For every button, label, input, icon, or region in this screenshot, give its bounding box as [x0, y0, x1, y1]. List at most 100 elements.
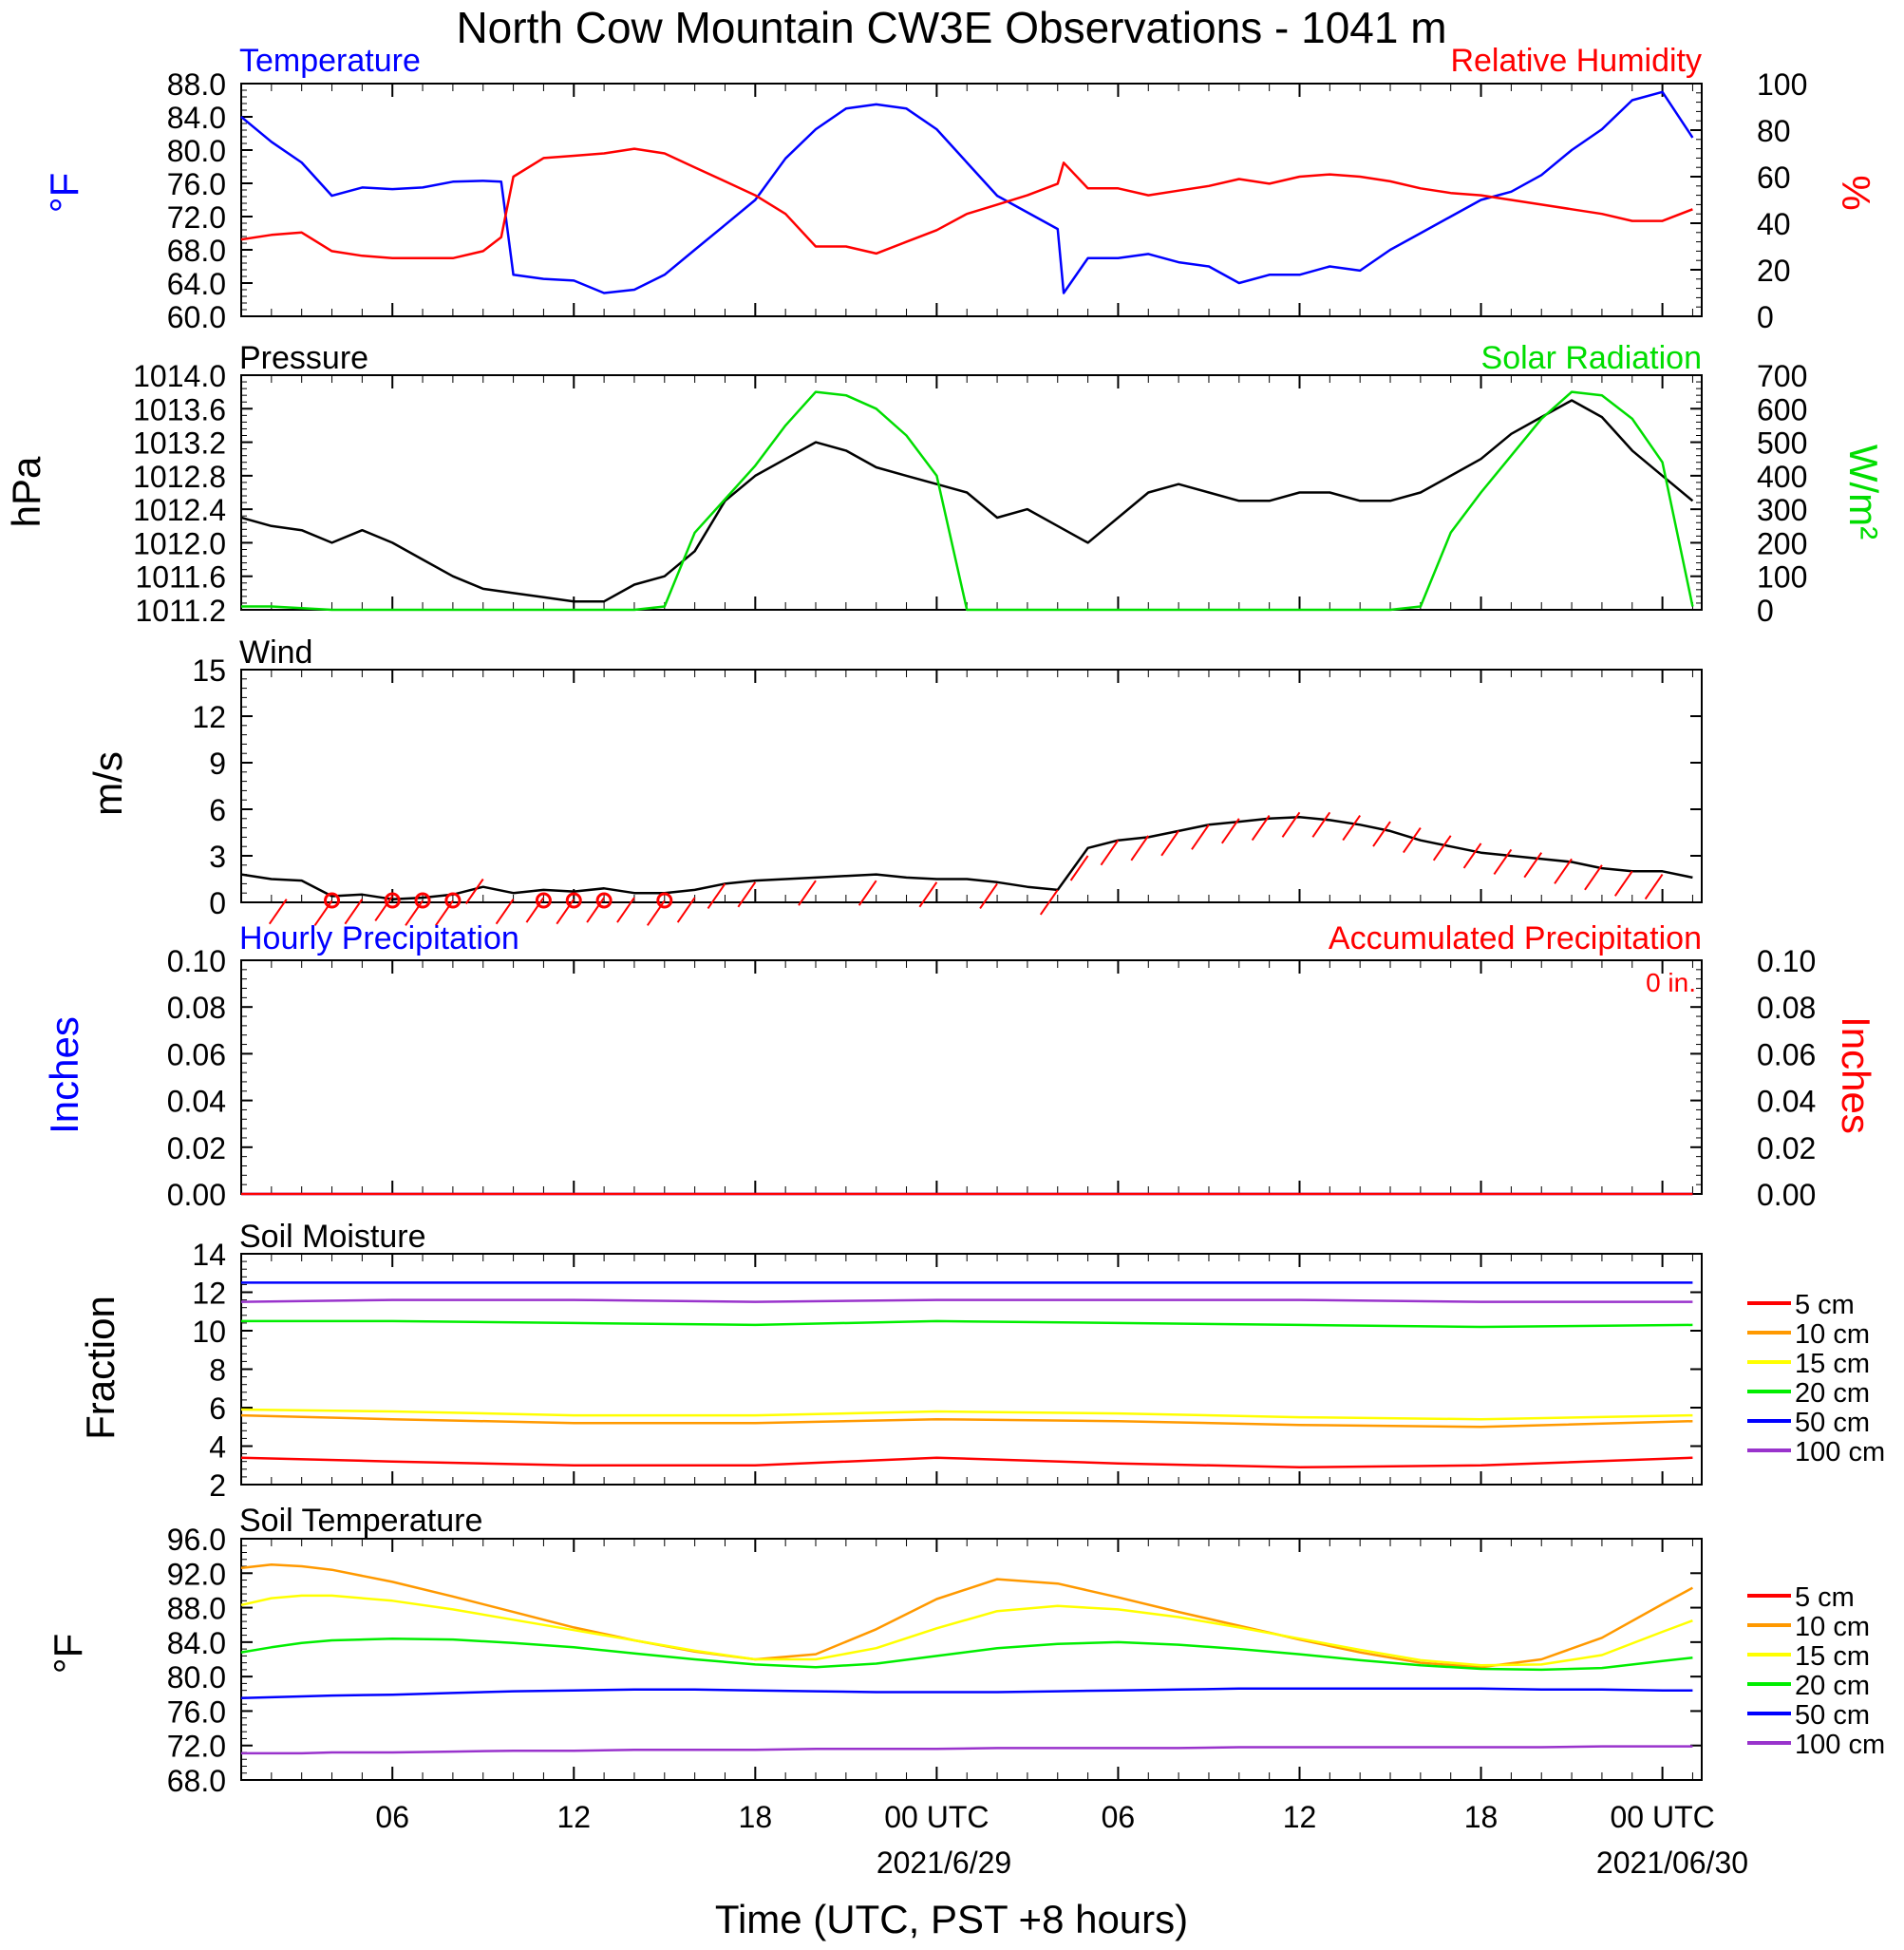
calm-wind-marker	[595, 892, 613, 909]
series-line-10-cm	[240, 1413, 1693, 1429]
y-tick-label: 76.0	[167, 1694, 226, 1729]
humidity-title: Relative Humidity	[1450, 43, 1702, 79]
y-tick-label: 1011.2	[136, 594, 227, 628]
calm-wind-marker	[324, 892, 341, 909]
hourly-precip-ylabel: Inches	[42, 1016, 86, 1134]
plot-frame	[240, 669, 1703, 903]
series-line-10-cm	[240, 1562, 1693, 1669]
y-tick-label: 88.0	[167, 1592, 226, 1626]
calm-wind-marker	[414, 892, 431, 909]
temperature-plot	[240, 90, 1694, 294]
y-right-tick-label: 200	[1757, 526, 1807, 560]
y-right-tick-label: 0.08	[1757, 991, 1816, 1025]
calm-wind-marker	[656, 892, 673, 909]
wind-barb	[1372, 821, 1391, 847]
y-right-tick-label: 0.10	[1757, 944, 1816, 978]
y-tick-label: 3	[209, 840, 226, 874]
wind-barb	[268, 899, 288, 925]
y-tick-label: 0.04	[167, 1085, 226, 1119]
y-tick-label: 80.0	[167, 1660, 226, 1694]
legend-label: 20 cm	[1795, 1671, 1870, 1701]
series-line-solar-radiation	[241, 390, 1694, 612]
x-tick-label: 00 UTC	[884, 1800, 989, 1834]
temperature-axes: 60.064.068.072.076.080.084.088.0 0 20 40 60 8…	[167, 67, 1808, 334]
wind-barb	[798, 880, 817, 906]
wind-ylabel: m/s	[85, 751, 130, 816]
series-line-5-cm	[240, 1456, 1693, 1469]
y-tick-label: 64.0	[167, 267, 226, 301]
y-right-tick-label: 500	[1757, 426, 1807, 461]
y-right-tick-label: 0.06	[1757, 1037, 1816, 1071]
precipitation-axes: 0.00 0.02 0.04 0.06 0.08 0.10 0.00 0.02 0.04 0.06…	[167, 944, 1817, 1212]
y-tick-label: 76.0	[167, 167, 226, 201]
wind-barb	[586, 897, 605, 923]
pressure-ylabel: hPa	[4, 456, 48, 527]
y-tick-label: 0.00	[167, 1178, 226, 1212]
panel-wind: Wind m/s 0 3 6 9 12 15	[85, 634, 1703, 926]
wind-barb	[1130, 835, 1150, 861]
soil-temperature-title: Soil Temperature	[239, 1503, 482, 1539]
humidity-ylabel: %	[1834, 175, 1878, 210]
plot-frame	[240, 1538, 1703, 1781]
time-axis: 06 12 18 00 UTC 06 12 18 00 UTC	[375, 1800, 1714, 1834]
solar-title: Solar Radiation	[1481, 340, 1702, 376]
y-tick-label: 0.08	[167, 991, 226, 1025]
soil-moisture-ylabel: Fraction	[78, 1296, 123, 1440]
y-tick-label: 8	[209, 1354, 226, 1388]
y-right-tick-label: 60	[1757, 161, 1791, 195]
x-tick-label: 12	[1283, 1800, 1317, 1834]
legend-label: 50 cm	[1795, 1700, 1870, 1731]
y-tick-label: 6	[209, 793, 226, 827]
y-tick-label: 0.10	[167, 944, 226, 978]
wind-barb	[495, 899, 515, 925]
y-right-tick-label: 400	[1757, 460, 1807, 494]
series-line-100-cm	[241, 1745, 1693, 1755]
wind-barb	[1493, 848, 1513, 876]
y-tick-label: 96.0	[167, 1523, 226, 1557]
wind-barb	[918, 881, 938, 908]
wind-barb	[858, 880, 877, 906]
calm-wind-marker	[535, 892, 552, 909]
wind-barb	[1523, 852, 1543, 879]
y-tick-label: 1013.6	[133, 392, 226, 426]
x-tick-label: 12	[556, 1800, 591, 1834]
legend-label: 15 cm	[1795, 1349, 1870, 1379]
wind-barb	[525, 897, 545, 923]
calm-wind-marker	[565, 892, 582, 909]
calm-wind-marker	[444, 892, 462, 909]
x-tick-label: 00 UTC	[1610, 1800, 1714, 1834]
y-tick-label: 1014.0	[133, 359, 226, 393]
panel-temperature-humidity: Temperature Relative Humidity °F % 60.06…	[42, 43, 1878, 334]
y-tick-label: 2	[209, 1468, 226, 1503]
y-right-tick-label: 80	[1757, 114, 1791, 148]
wind-barb	[464, 878, 484, 905]
wind-barb	[374, 895, 394, 922]
legend-label: 15 cm	[1795, 1641, 1870, 1672]
series-line-20-cm	[240, 1637, 1693, 1672]
x-date-2: 2021/06/30	[1596, 1846, 1748, 1880]
y-tick-label: 12	[192, 1277, 226, 1311]
temperature-ylabel: °F	[42, 173, 86, 213]
legend-label: 5 cm	[1795, 1582, 1855, 1613]
accum-precip-value: 0 in.	[1646, 968, 1696, 997]
y-tick-label: 68.0	[167, 1764, 226, 1798]
y-tick-label: 72.0	[167, 200, 226, 235]
soil-moisture-title: Soil Moisture	[239, 1219, 426, 1255]
y-tick-label: 12	[192, 700, 226, 734]
solar-ylabel: W/m²	[1841, 445, 1886, 540]
y-tick-label: 1012.4	[133, 493, 226, 527]
wind-barb	[1584, 864, 1603, 891]
y-tick-label: 9	[209, 747, 226, 781]
pressure-title: Pressure	[239, 340, 368, 376]
soil-temperature-plot	[240, 1562, 1693, 1755]
accum-precip-title: Accumulated Precipitation	[1329, 920, 1702, 956]
y-tick-label: 15	[192, 653, 226, 688]
soil-moisture-plot	[240, 1281, 1693, 1469]
x-tick-label: 06	[1102, 1800, 1136, 1834]
soil-moisture-axes: 24 6 8 10 12 14	[192, 1238, 1703, 1503]
y-right-tick-label: 0	[1757, 594, 1774, 628]
x-date-1: 2021/6/29	[877, 1846, 1011, 1880]
wind-barb	[1251, 814, 1271, 842]
